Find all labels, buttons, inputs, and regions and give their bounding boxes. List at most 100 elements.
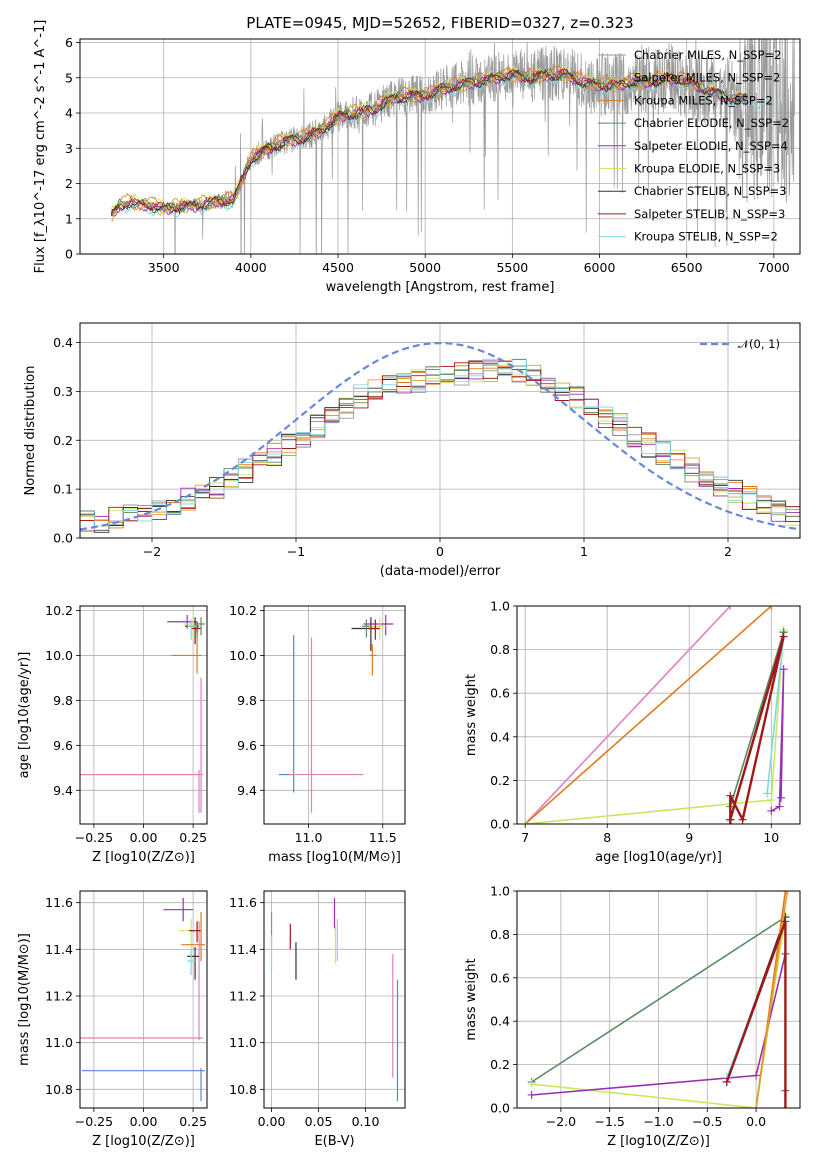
y-tick-label: 10.8 <box>229 1082 257 1097</box>
x-tick-label: 0.00 <box>130 1114 158 1129</box>
mass-weight-marker <box>738 815 747 824</box>
legend-entry: Kroupa STELIB, N_SSP=2 <box>634 230 778 244</box>
mass-weight-line-kroupa-elodie <box>531 914 787 1108</box>
mass-weight-marker <box>527 1080 536 1089</box>
x-tick-label: 0.05 <box>305 1114 333 1129</box>
legend-entry: Salpeter STELIB, N_SSP=3 <box>634 207 785 221</box>
x-tick-label: 7 <box>521 830 529 845</box>
y-axis-label: mass weight <box>464 674 479 756</box>
y-tick-label: 6 <box>65 35 73 50</box>
mass-weight-marker <box>767 606 776 610</box>
mass-weight-marker <box>781 891 790 895</box>
x-tick-label: −0.25 <box>75 830 113 845</box>
mass-weight-marker <box>521 820 530 824</box>
data-point-kroupa-stelib <box>187 949 196 975</box>
residuals-panel: −2 −1 0 1 2 0.0 0.1 0.2 0.3 0.4 (data-model)/error… <box>23 322 801 579</box>
x-tick-label: 0.00 <box>258 1114 286 1129</box>
legend-entry: Salpeter MILES, N_SSP=2 <box>634 71 780 85</box>
plot-area <box>521 606 788 824</box>
x-tick-label: 0.25 <box>179 1114 207 1129</box>
x-axis-label: Z [log10(Z/Z⊙)] <box>92 1134 195 1149</box>
mass-weight-marker <box>783 891 792 895</box>
x-tick-label: 4000 <box>235 260 267 275</box>
mass-weight-marker <box>781 917 790 926</box>
grid <box>264 606 405 824</box>
legend-entry: Kroupa MILES, N_SSP=2 <box>634 93 773 107</box>
mass-weight-line-chabrier-elodie <box>531 916 786 1083</box>
mass-weight-marker <box>726 815 735 824</box>
age-vs-mass-panel: 11.0 11.5 9.4 9.6 9.8 10.0 10.2 mass [log10(M/M… <box>229 603 406 865</box>
y-tick-label: 0.8 <box>490 642 510 657</box>
mass-weight-marker <box>781 1104 790 1108</box>
data-point-kroupa-stelib <box>187 619 198 640</box>
grid <box>80 891 207 1108</box>
x-tick-label: −2.0 <box>546 1114 576 1129</box>
data-point-chabrier-stelib <box>351 617 379 651</box>
model-spectrum-salpeter-stelib <box>111 67 748 214</box>
data-point-kroupa-miles <box>369 644 377 676</box>
y-tick-label: 0.4 <box>53 335 73 350</box>
x-tick-label: 6500 <box>671 260 703 275</box>
y-tick-label: 11.2 <box>229 989 257 1004</box>
y-tick-label: 9.6 <box>53 738 73 753</box>
y-tick-label: 9.4 <box>237 783 257 798</box>
data-point-pink <box>289 637 364 813</box>
mass-weight-line-pink <box>524 606 731 824</box>
y-tick-label: 2 <box>65 176 73 191</box>
y-tick-label: 9.4 <box>53 783 73 798</box>
mass-weight-marker <box>767 796 776 805</box>
y-tick-label: 11.6 <box>229 895 257 910</box>
x-axis-label: Z [log10(Z/Z⊙)] <box>92 850 195 865</box>
mass-weight-marker <box>779 665 788 674</box>
y-tick-label: 11.2 <box>45 989 73 1004</box>
y-tick-label: 11.4 <box>229 942 257 957</box>
mass-weight-marker <box>775 802 784 811</box>
axes-frame <box>79 322 801 539</box>
mass-weight-marker <box>726 606 735 610</box>
y-tick-label: 0.4 <box>490 1014 510 1029</box>
data-point-chabrier-stelib <box>187 947 200 980</box>
mass-vs-metallicity-panel: −0.25 0.00 0.25 10.8 11.0 11.2 11.4 11.6 Z [log1… <box>17 890 208 1149</box>
y-tick-label: 9.8 <box>53 693 73 708</box>
y-tick-label: 0.2 <box>53 433 73 448</box>
data-point-kroupa-miles <box>171 632 202 674</box>
y-tick-label: 0.4 <box>490 729 510 744</box>
y-axis-label: mass weight <box>464 958 479 1040</box>
y-tick-label: 10.0 <box>45 648 73 663</box>
x-axis-label: (data-model)/error <box>380 564 501 579</box>
mass-weight-marker <box>763 789 772 798</box>
y-tick-label: 11.6 <box>45 895 73 910</box>
x-tick-label: −1.5 <box>595 1114 625 1129</box>
data-point-kroupa-miles <box>181 912 206 961</box>
spectrum-panel: 3500 4000 4500 5000 5500 6000 6500 7000 0 1 2 3 4 5 6 w… <box>33 20 801 295</box>
y-tick-label: 11.0 <box>45 1035 73 1050</box>
y-tick-label: 1.0 <box>490 884 510 899</box>
x-tick-label: 0.0 <box>746 1114 766 1129</box>
y-tick-label: 10.0 <box>229 648 257 663</box>
x-tick-label: 0.25 <box>179 830 207 845</box>
plot-area <box>80 898 206 1101</box>
axes-frame <box>79 38 801 255</box>
massweight-vs-metallicity-panel: −2.0 −1.5 −1.0 −0.5 0.0 0.0 0.2 0.4 0.6 0.8 1.0 Z [… <box>464 884 801 1149</box>
mass-weight-line-kroupa-miles <box>524 606 772 824</box>
axes-frame <box>79 605 208 825</box>
data-point-chabrier-elodie <box>197 617 206 636</box>
x-tick-label: 8 <box>603 830 611 845</box>
x-tick-label: −1.0 <box>643 1114 673 1129</box>
axes-frame <box>79 890 208 1109</box>
mass-vs-ebv-panel: 0.00 0.05 0.10 10.8 11.0 11.2 11.4 11.6 E(B-V) <box>229 890 406 1149</box>
mass-weight-marker <box>726 791 735 800</box>
x-tick-label: 1 <box>580 544 588 559</box>
legend-entry: Chabrier MILES, N_SSP=2 <box>634 48 781 62</box>
x-tick-label: 0.10 <box>352 1114 380 1129</box>
model-spectrum-chabrier-stelib <box>111 69 748 216</box>
y-axis-label: age [log10(age/yr)] <box>17 652 32 779</box>
y-tick-label: 0.0 <box>490 817 510 832</box>
y-tick-label: 11.4 <box>45 942 73 957</box>
data-point-salpeter-elodie <box>363 614 394 636</box>
figure-title: PLATE=0945, MJD=52652, FIBERID=0327, z=0… <box>246 14 633 32</box>
y-tick-label: 0.8 <box>490 927 510 942</box>
mass-weight-line-kroupa-elodie <box>525 629 785 824</box>
data-point-pink <box>80 921 204 1041</box>
